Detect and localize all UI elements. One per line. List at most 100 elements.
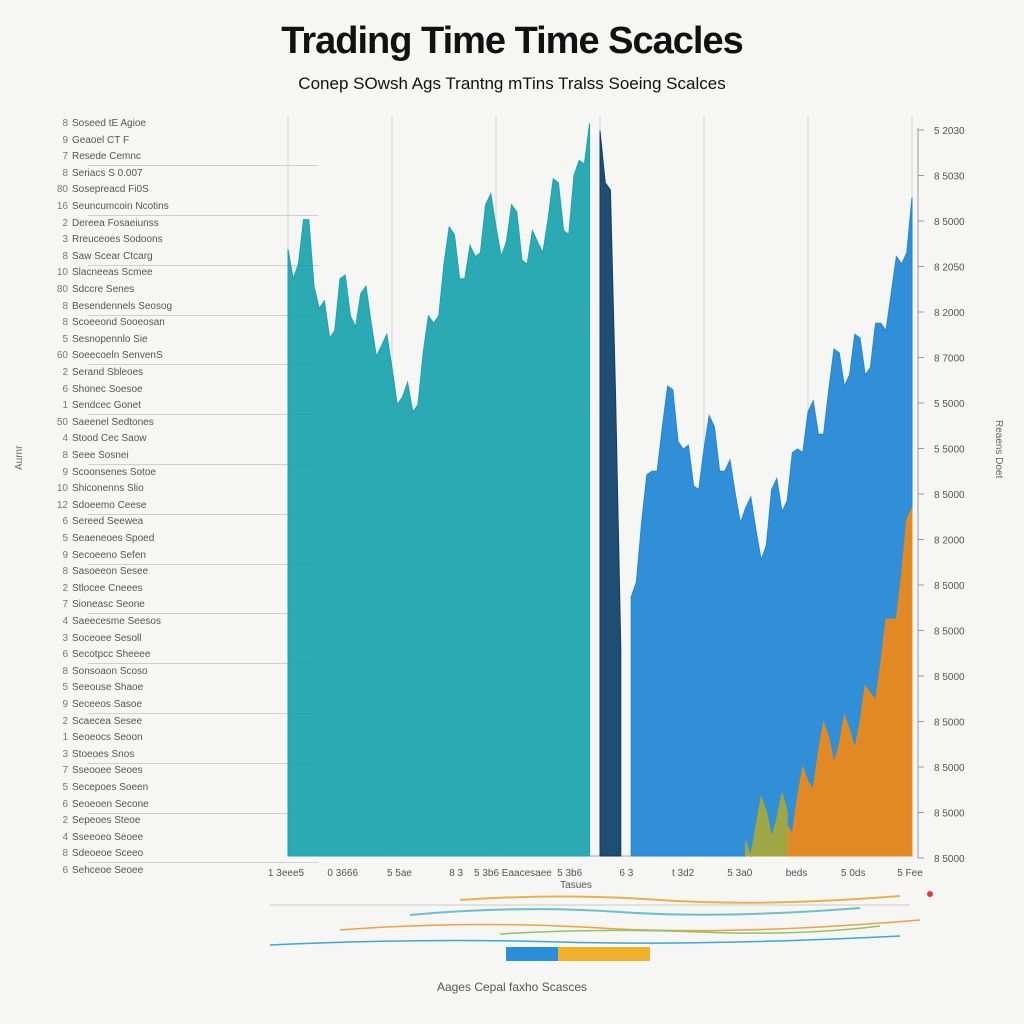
left-label-text: Secoeeno Sefen [72,549,146,561]
left-label-number: 8 [62,848,68,860]
y-tick-label: 8 5000 [934,763,965,774]
footer-caption: Aages Cepal faxho Scasces [436,980,588,994]
left-label-number: 16 [56,201,68,212]
left-label-text: Saeenel Sedtones [72,416,154,428]
left-label-number: 80 [56,284,68,295]
left-label-row: 8 Sasoeeon Sesee [40,566,290,580]
x-tick-label: 5 3a0 [727,868,752,879]
left-label-text: Stood Cec Saow [72,433,147,445]
left-label-number: 2 [62,715,68,727]
left-label-row: 7 Sioneasc Seone [40,599,290,613]
left-label-number: 2 [62,815,68,827]
left-label-number: 8 [62,317,68,329]
left-label-number: 4 [62,616,68,627]
x-tick-label: 5 Fee [897,868,923,879]
x-axis-title: Tasues [560,880,592,891]
left-label-number: 6 [62,798,68,810]
left-label-row: 80 Sdccre Senes [40,284,290,298]
left-label-text: Seriacs S 0.007 [72,167,143,179]
left-label-number: 12 [56,499,68,511]
left-label-text: Secotpcc Sheeee [72,649,151,661]
left-label-text: Rreuceoes Sodoons [72,234,163,246]
left-label-number: 1 [62,400,68,412]
left-label-number: 9 [62,466,68,478]
left-label-text: Sepeoes Steoe [72,815,141,827]
left-label-text: Sehceoe Seoee [72,865,144,876]
timeline-series [269,935,901,946]
left-label-number: 7 [62,765,68,777]
y-tick-label: 5 5000 [934,445,965,456]
series-area [630,197,913,857]
left-label-text: Geaoel CT F [72,134,130,146]
left-label-number: 3 [62,632,68,644]
timeline-bar-yellow [558,947,650,961]
left-label-row: 5 Sesnopennlo Sie [40,334,290,348]
left-label-row: 8 Saw Scear Ctcarg [40,251,290,265]
left-label-number: 5 [62,782,68,793]
left-label-divider [88,613,318,615]
left-label-row: 3 Rreuceoes Sodoons [40,234,290,248]
left-label-text: Soeecoeln SenvenS [72,350,163,362]
left-label-row: 8 Scoeeond Sooeosan [40,317,290,331]
left-label-row: 16 Seuncumcoin Ncotins [40,201,290,215]
left-label-divider [88,563,318,565]
left-label-text: Scoeeond Sooeosan [72,317,165,329]
left-label-row: 3 Soceoee Sesoll [40,633,290,647]
left-label-row: 50 Saeenel Sedtones [40,417,290,431]
left-label-row: 2 Serand Sbleoes [40,367,290,381]
left-label-number: 6 [62,649,68,661]
left-label-text: Seoeocs Seoon [72,732,143,744]
left-label-row: 6 Sereed Seewea [40,516,290,530]
y-tick-label: 8 5000 [934,672,965,683]
left-label-text: Dereea Fosaeiunss [72,217,159,229]
left-label-text: Shonec Soesoe [72,383,143,395]
left-label-row: 60 Soeecoeln SenvenS [40,350,290,364]
left-label-row: 10 Shiconenns Slio [40,483,290,497]
left-label-row: 8 Seriacs S 0.007 [40,168,290,182]
x-tick-label: 1 3eee5 [268,868,305,879]
y-tick-label: 8 2050 [934,263,965,274]
left-label-text: Seoeoen Secone [72,798,149,810]
left-label-row: 8 Besendennels Seosog [40,301,290,315]
timeline-bar-blue [506,947,558,961]
left-label-row: 8 Sonsoaon Scoso [40,666,290,680]
left-label-divider [88,812,318,814]
left-label-text: Seaeneoes Spoed [72,533,155,544]
left-label-divider [88,215,318,216]
y-tick-label: 5 2030 [934,126,965,137]
y-tick-label: 8 5030 [934,172,965,183]
left-label-row: 4 Saeecesme Seesos [40,616,290,630]
left-label-text: Resede Cemnc [72,151,141,163]
left-label-number: 2 [62,367,68,378]
left-label-text: Seee Sosnei [72,450,129,461]
left-label-text: Seuncumcoin Ncotins [72,201,169,212]
left-label-number: 8 [62,566,68,578]
left-label-divider [88,414,318,416]
left-label-row: 1 Sendcec Gonet [40,400,290,414]
left-label-number: 4 [62,433,68,445]
left-label-number: 50 [56,416,68,428]
left-label-text: Sonsoaon Scoso [72,665,148,677]
left-label-row: 3 Stoeoes Snos [40,749,290,763]
left-label-row: 6 Sehceoe Seoee [40,865,290,879]
left-label-text: Shiconenns Slio [72,483,144,495]
left-label-divider [88,713,318,714]
left-label-divider [88,364,318,366]
left-label-number: 2 [62,217,68,229]
series-area [287,123,591,857]
left-label-row: 7 Resede Cemnc [40,151,290,165]
left-label-divider [88,663,318,665]
left-label-text: Seceeos Sasoe [72,699,143,710]
left-label-number: 7 [62,599,68,611]
left-label-text: Sdoeemo Ceese [72,499,147,511]
left-label-row: 8 Soseed tE Agioe [40,118,290,132]
left-label-row: 5 Seaeneoes Spoed [40,533,290,547]
left-label-row: 9 Scoonsenes Sotoe [40,467,290,481]
left-label-number: 5 [62,682,68,694]
left-label-row: 6 Shonec Soesoe [40,384,290,398]
x-tick-label: 8 3 [449,868,463,879]
left-label-row: 8 Seee Sosnei [40,450,290,464]
y-tick-label: 8 5000 [934,809,965,820]
y-tick-label: 8 7000 [934,354,965,365]
y-tick-label: 8 5000 [934,490,965,501]
